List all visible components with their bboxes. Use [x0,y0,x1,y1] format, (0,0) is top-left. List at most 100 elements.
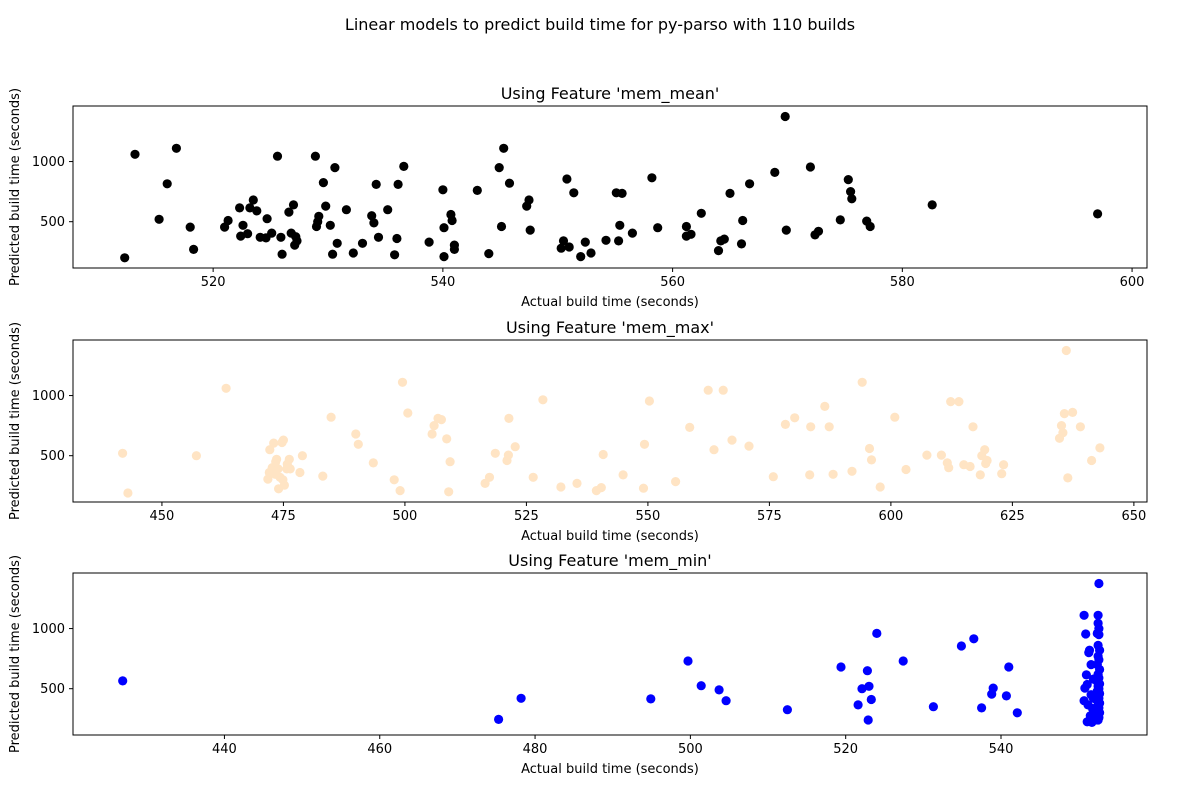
data-point [725,188,735,198]
data-point [813,226,824,236]
chart-title: Using Feature 'mem_mean' [501,84,720,104]
data-point [399,161,409,171]
data-point [351,429,361,439]
x-tick-label: 540 [989,742,1014,757]
x-tick-label: 625 [1000,509,1025,524]
data-point [681,221,692,232]
data-point [671,477,681,487]
data-point [1094,630,1104,640]
data-point [439,252,449,262]
x-tick-label: 500 [678,742,703,757]
data-point [564,242,574,252]
data-point [321,201,331,211]
data-point [524,195,534,205]
data-point [484,472,495,482]
data-point [975,470,985,480]
data-point [738,215,748,226]
axes-frame [72,339,1148,503]
data-point [618,470,628,480]
data-point [341,205,351,215]
data-point [472,185,482,195]
data-point [1087,455,1097,466]
data-point [267,228,277,238]
x-tick-label: 525 [514,509,539,524]
data-point [580,237,590,247]
data-point [369,218,379,228]
data-point [864,681,874,691]
data-point [484,249,494,259]
data-point [238,220,248,230]
data-point [863,715,873,725]
data-point [189,244,199,254]
data-point [525,225,535,235]
data-point [496,221,507,232]
data-point [721,696,731,706]
data-point [185,222,195,232]
data-point [847,466,857,476]
data-point [397,377,408,387]
data-point [1004,662,1014,672]
data-point [846,187,856,197]
data-point [390,250,400,260]
data-point [980,445,990,455]
data-point [744,441,754,451]
data-point [276,232,286,242]
data-point [601,235,611,245]
data-point [615,220,625,230]
data-point [314,211,324,221]
data-point [703,385,713,395]
data-point [442,434,452,444]
x-tick-label: 575 [757,509,782,524]
data-point [768,472,778,482]
data-point [1058,428,1068,438]
data-point [272,151,283,161]
axes-frame [72,105,1148,269]
data-point [639,439,650,449]
y-tick-label: 1000 [32,622,65,637]
data-point [427,429,437,439]
data-point [516,693,526,703]
plot-area [73,340,1147,502]
data-point [745,179,755,189]
data-point [714,685,724,695]
data-point [348,248,358,258]
data-point [562,174,572,184]
chart-title: Using Feature 'mem_max' [506,318,714,338]
plot-area [73,573,1147,735]
data-point [393,179,403,189]
data-point [252,206,262,216]
x-tick-label: 600 [1120,275,1145,290]
data-point [154,214,164,224]
data-point [638,483,649,493]
data-point [436,415,446,425]
data-point [988,683,998,693]
data-point [326,412,336,422]
data-point [982,455,992,466]
data-point [806,422,816,432]
x-tick-label: 520 [833,742,858,757]
data-point [357,238,368,248]
x-tick-label: 550 [635,509,660,524]
data-point [866,455,877,465]
data-point [1075,422,1085,432]
data-point [191,451,201,461]
data-point [857,377,867,387]
data-point [130,149,140,159]
data-point [853,700,863,710]
y-tick-label: 500 [40,449,65,464]
data-point [223,215,233,226]
x-axis-label: Actual build time (seconds) [521,529,699,544]
x-tick-label: 475 [271,509,296,524]
data-point [171,143,181,153]
data-point [875,482,885,492]
data-point [824,422,834,432]
data-point [820,401,830,411]
data-point [318,471,328,481]
data-point [805,470,815,480]
y-tick-label: 1000 [32,389,65,404]
data-point [928,702,939,712]
x-axis-label: Actual build time (seconds) [521,762,699,777]
x-tick-label: 580 [890,275,915,290]
data-point [828,469,838,479]
data-point [647,173,657,183]
